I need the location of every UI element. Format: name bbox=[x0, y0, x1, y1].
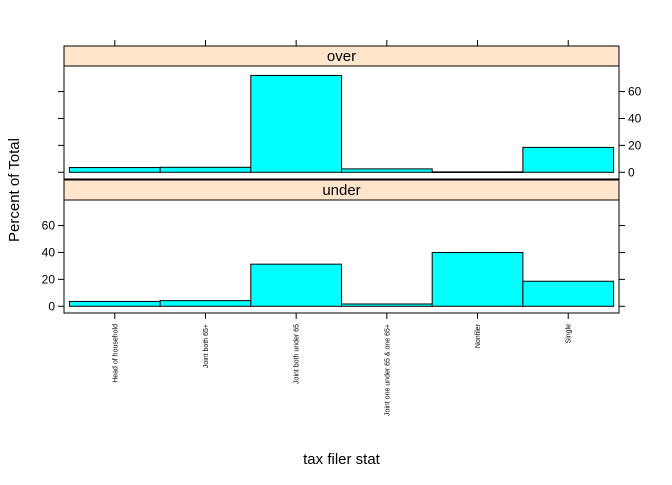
right-y-axis: 0 20 40 60 bbox=[58, 85, 642, 179]
panel-under-bars bbox=[68, 251, 615, 307]
under-left-tick-label: 0 bbox=[48, 299, 55, 313]
bar-over-2 bbox=[159, 166, 252, 173]
panel-over: over 0 20 40 60 bbox=[58, 45, 642, 180]
under-left-tick-label: 40 bbox=[42, 245, 56, 259]
x-tick-label-4: Joint one under 65 & one 65+ bbox=[384, 324, 391, 416]
bar-over-5 bbox=[431, 171, 524, 173]
under-left-tick-label: 60 bbox=[42, 219, 56, 233]
panel-under-strip-label: under bbox=[322, 182, 360, 199]
x-axis-title: tax filer stat bbox=[303, 451, 381, 468]
panel-under: under 0 20 40 60 bbox=[42, 179, 625, 314]
bar-over-3 bbox=[250, 74, 342, 173]
x-axis: Head of household Joint both 65+ Joint bot… bbox=[112, 313, 573, 416]
over-right-tick-label: 60 bbox=[628, 85, 642, 99]
bar-over-1 bbox=[68, 167, 161, 173]
left-y-axis: 0 20 40 60 bbox=[42, 219, 625, 313]
bar-over-4 bbox=[341, 168, 433, 173]
x-tick-label-3: Joint both under 65 bbox=[294, 324, 301, 384]
bar-under-1 bbox=[68, 300, 161, 307]
panel-over-frame bbox=[63, 65, 620, 180]
bar-under-5 bbox=[431, 251, 524, 307]
x-tick-label-6: Single bbox=[566, 324, 573, 344]
over-right-tick-label: 40 bbox=[628, 111, 642, 125]
bar-under-3 bbox=[250, 263, 342, 307]
bar-under-6 bbox=[522, 280, 615, 307]
over-right-tick-label: 20 bbox=[628, 138, 642, 152]
bar-under-4 bbox=[341, 303, 433, 307]
under-left-tick-label: 20 bbox=[42, 272, 56, 286]
x-tick-label-5: Nonfiler bbox=[475, 323, 482, 348]
x-tick-label-2: Joint both 65+ bbox=[203, 324, 210, 368]
bar-under-2 bbox=[159, 300, 252, 307]
y-axis-title: Percent of Total bbox=[6, 138, 23, 242]
top-tick-marks bbox=[114, 40, 569, 46]
panel-over-bars bbox=[68, 74, 615, 173]
over-right-tick-label: 0 bbox=[628, 165, 635, 179]
panel-under-frame bbox=[63, 199, 620, 314]
bar-over-6 bbox=[522, 146, 615, 173]
x-tick-label-1: Head of household bbox=[112, 324, 119, 383]
panel-over-strip-label: over bbox=[327, 48, 356, 65]
